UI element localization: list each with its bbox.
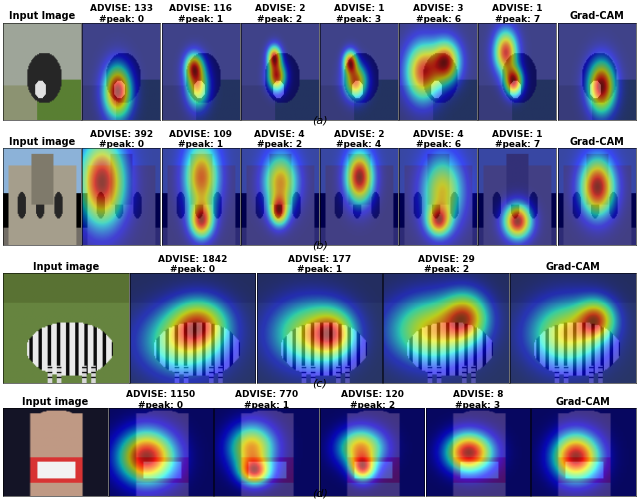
Text: (d): (d): [312, 488, 328, 498]
Text: Input image: Input image: [9, 137, 76, 147]
Text: ADVISE: 133: ADVISE: 133: [90, 5, 153, 14]
Text: ADVISE: 109: ADVISE: 109: [169, 130, 232, 139]
Text: ADVISE: 4: ADVISE: 4: [413, 130, 463, 139]
Text: #peak: 0: #peak: 0: [138, 401, 184, 410]
Text: (a): (a): [312, 115, 328, 125]
Text: ADVISE: 4: ADVISE: 4: [255, 130, 305, 139]
Text: ADVISE: 120: ADVISE: 120: [340, 390, 404, 399]
Text: (c): (c): [312, 378, 328, 388]
Text: Grad-CAM: Grad-CAM: [569, 137, 624, 147]
Text: #peak: 7: #peak: 7: [495, 140, 540, 149]
Text: ADVISE: 2: ADVISE: 2: [255, 5, 305, 14]
Text: #peak: 2: #peak: 2: [424, 266, 468, 275]
Text: (b): (b): [312, 240, 328, 250]
Text: Input Image: Input Image: [9, 12, 76, 22]
Text: ADVISE: 1: ADVISE: 1: [492, 5, 543, 14]
Text: #peak: 1: #peak: 1: [178, 15, 223, 24]
Text: ADVISE: 3: ADVISE: 3: [413, 5, 463, 14]
Text: #peak: 3: #peak: 3: [455, 401, 500, 410]
Text: #peak: 0: #peak: 0: [99, 140, 144, 149]
Text: Input image: Input image: [33, 262, 99, 272]
Text: ADVISE: 770: ADVISE: 770: [235, 390, 298, 399]
Text: Input image: Input image: [22, 397, 88, 407]
Text: #peak: 6: #peak: 6: [415, 140, 461, 149]
Text: ADVISE: 177: ADVISE: 177: [288, 255, 351, 264]
Text: #peak: 1: #peak: 1: [178, 140, 223, 149]
Text: ADVISE: 2: ADVISE: 2: [333, 130, 384, 139]
Text: ADVISE: 8: ADVISE: 8: [452, 390, 503, 399]
Text: #peak: 1: #peak: 1: [244, 401, 289, 410]
Text: #peak: 2: #peak: 2: [257, 15, 302, 24]
Text: ADVISE: 116: ADVISE: 116: [169, 5, 232, 14]
Text: Grad-CAM: Grad-CAM: [569, 12, 624, 22]
Text: ADVISE: 1150: ADVISE: 1150: [126, 390, 196, 399]
Text: #peak: 7: #peak: 7: [495, 15, 540, 24]
Text: ADVISE: 392: ADVISE: 392: [90, 130, 153, 139]
Text: #peak: 0: #peak: 0: [99, 15, 144, 24]
Text: ADVISE: 29: ADVISE: 29: [418, 255, 474, 264]
Text: ADVISE: 1: ADVISE: 1: [333, 5, 384, 14]
Text: #peak: 1: #peak: 1: [297, 266, 342, 275]
Text: #peak: 6: #peak: 6: [415, 15, 461, 24]
Text: #peak: 4: #peak: 4: [337, 140, 381, 149]
Text: #peak: 3: #peak: 3: [337, 15, 381, 24]
Text: #peak: 2: #peak: 2: [349, 401, 395, 410]
Text: ADVISE: 1842: ADVISE: 1842: [158, 255, 227, 264]
Text: #peak: 0: #peak: 0: [170, 266, 215, 275]
Text: Grad-CAM: Grad-CAM: [545, 262, 600, 272]
Text: ADVISE: 1: ADVISE: 1: [492, 130, 543, 139]
Text: #peak: 2: #peak: 2: [257, 140, 302, 149]
Text: Grad-CAM: Grad-CAM: [556, 397, 611, 407]
